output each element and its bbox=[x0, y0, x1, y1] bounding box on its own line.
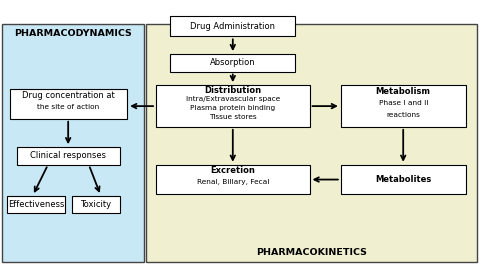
Text: Effectiveness: Effectiveness bbox=[8, 200, 64, 209]
Bar bbox=[7, 196, 65, 213]
Text: PHARMACOKINETICS: PHARMACOKINETICS bbox=[257, 248, 367, 257]
Bar bbox=[170, 54, 295, 72]
Bar bbox=[170, 16, 295, 36]
Bar bbox=[341, 85, 466, 127]
Text: Drug Administration: Drug Administration bbox=[190, 22, 276, 31]
Text: Tissue stores: Tissue stores bbox=[209, 114, 257, 120]
Bar bbox=[146, 24, 477, 262]
Text: Phase I and II: Phase I and II bbox=[379, 100, 428, 106]
Text: Plasma protein binding: Plasma protein binding bbox=[190, 105, 276, 111]
Text: Intra/Extravascular space: Intra/Extravascular space bbox=[186, 96, 280, 102]
Text: reactions: reactions bbox=[386, 112, 420, 118]
Text: Clinical responses: Clinical responses bbox=[30, 151, 107, 160]
Bar bbox=[2, 24, 144, 262]
Text: Metabolism: Metabolism bbox=[376, 87, 431, 96]
Text: Toxicity: Toxicity bbox=[81, 200, 111, 209]
Text: the site of action: the site of action bbox=[37, 104, 99, 110]
Bar bbox=[17, 147, 120, 165]
Text: PHARMACODYNAMICS: PHARMACODYNAMICS bbox=[14, 29, 132, 38]
Text: Absorption: Absorption bbox=[210, 58, 256, 67]
Bar bbox=[72, 196, 120, 213]
Bar bbox=[156, 165, 310, 194]
Bar bbox=[10, 89, 127, 119]
Text: Renal, Billary, Fecal: Renal, Billary, Fecal bbox=[197, 179, 269, 185]
Text: Drug concentration at: Drug concentration at bbox=[22, 91, 115, 100]
Bar bbox=[341, 165, 466, 194]
Bar bbox=[156, 85, 310, 127]
Text: Excretion: Excretion bbox=[210, 167, 255, 176]
Text: Distribution: Distribution bbox=[204, 86, 262, 94]
Text: Metabolites: Metabolites bbox=[375, 175, 432, 184]
